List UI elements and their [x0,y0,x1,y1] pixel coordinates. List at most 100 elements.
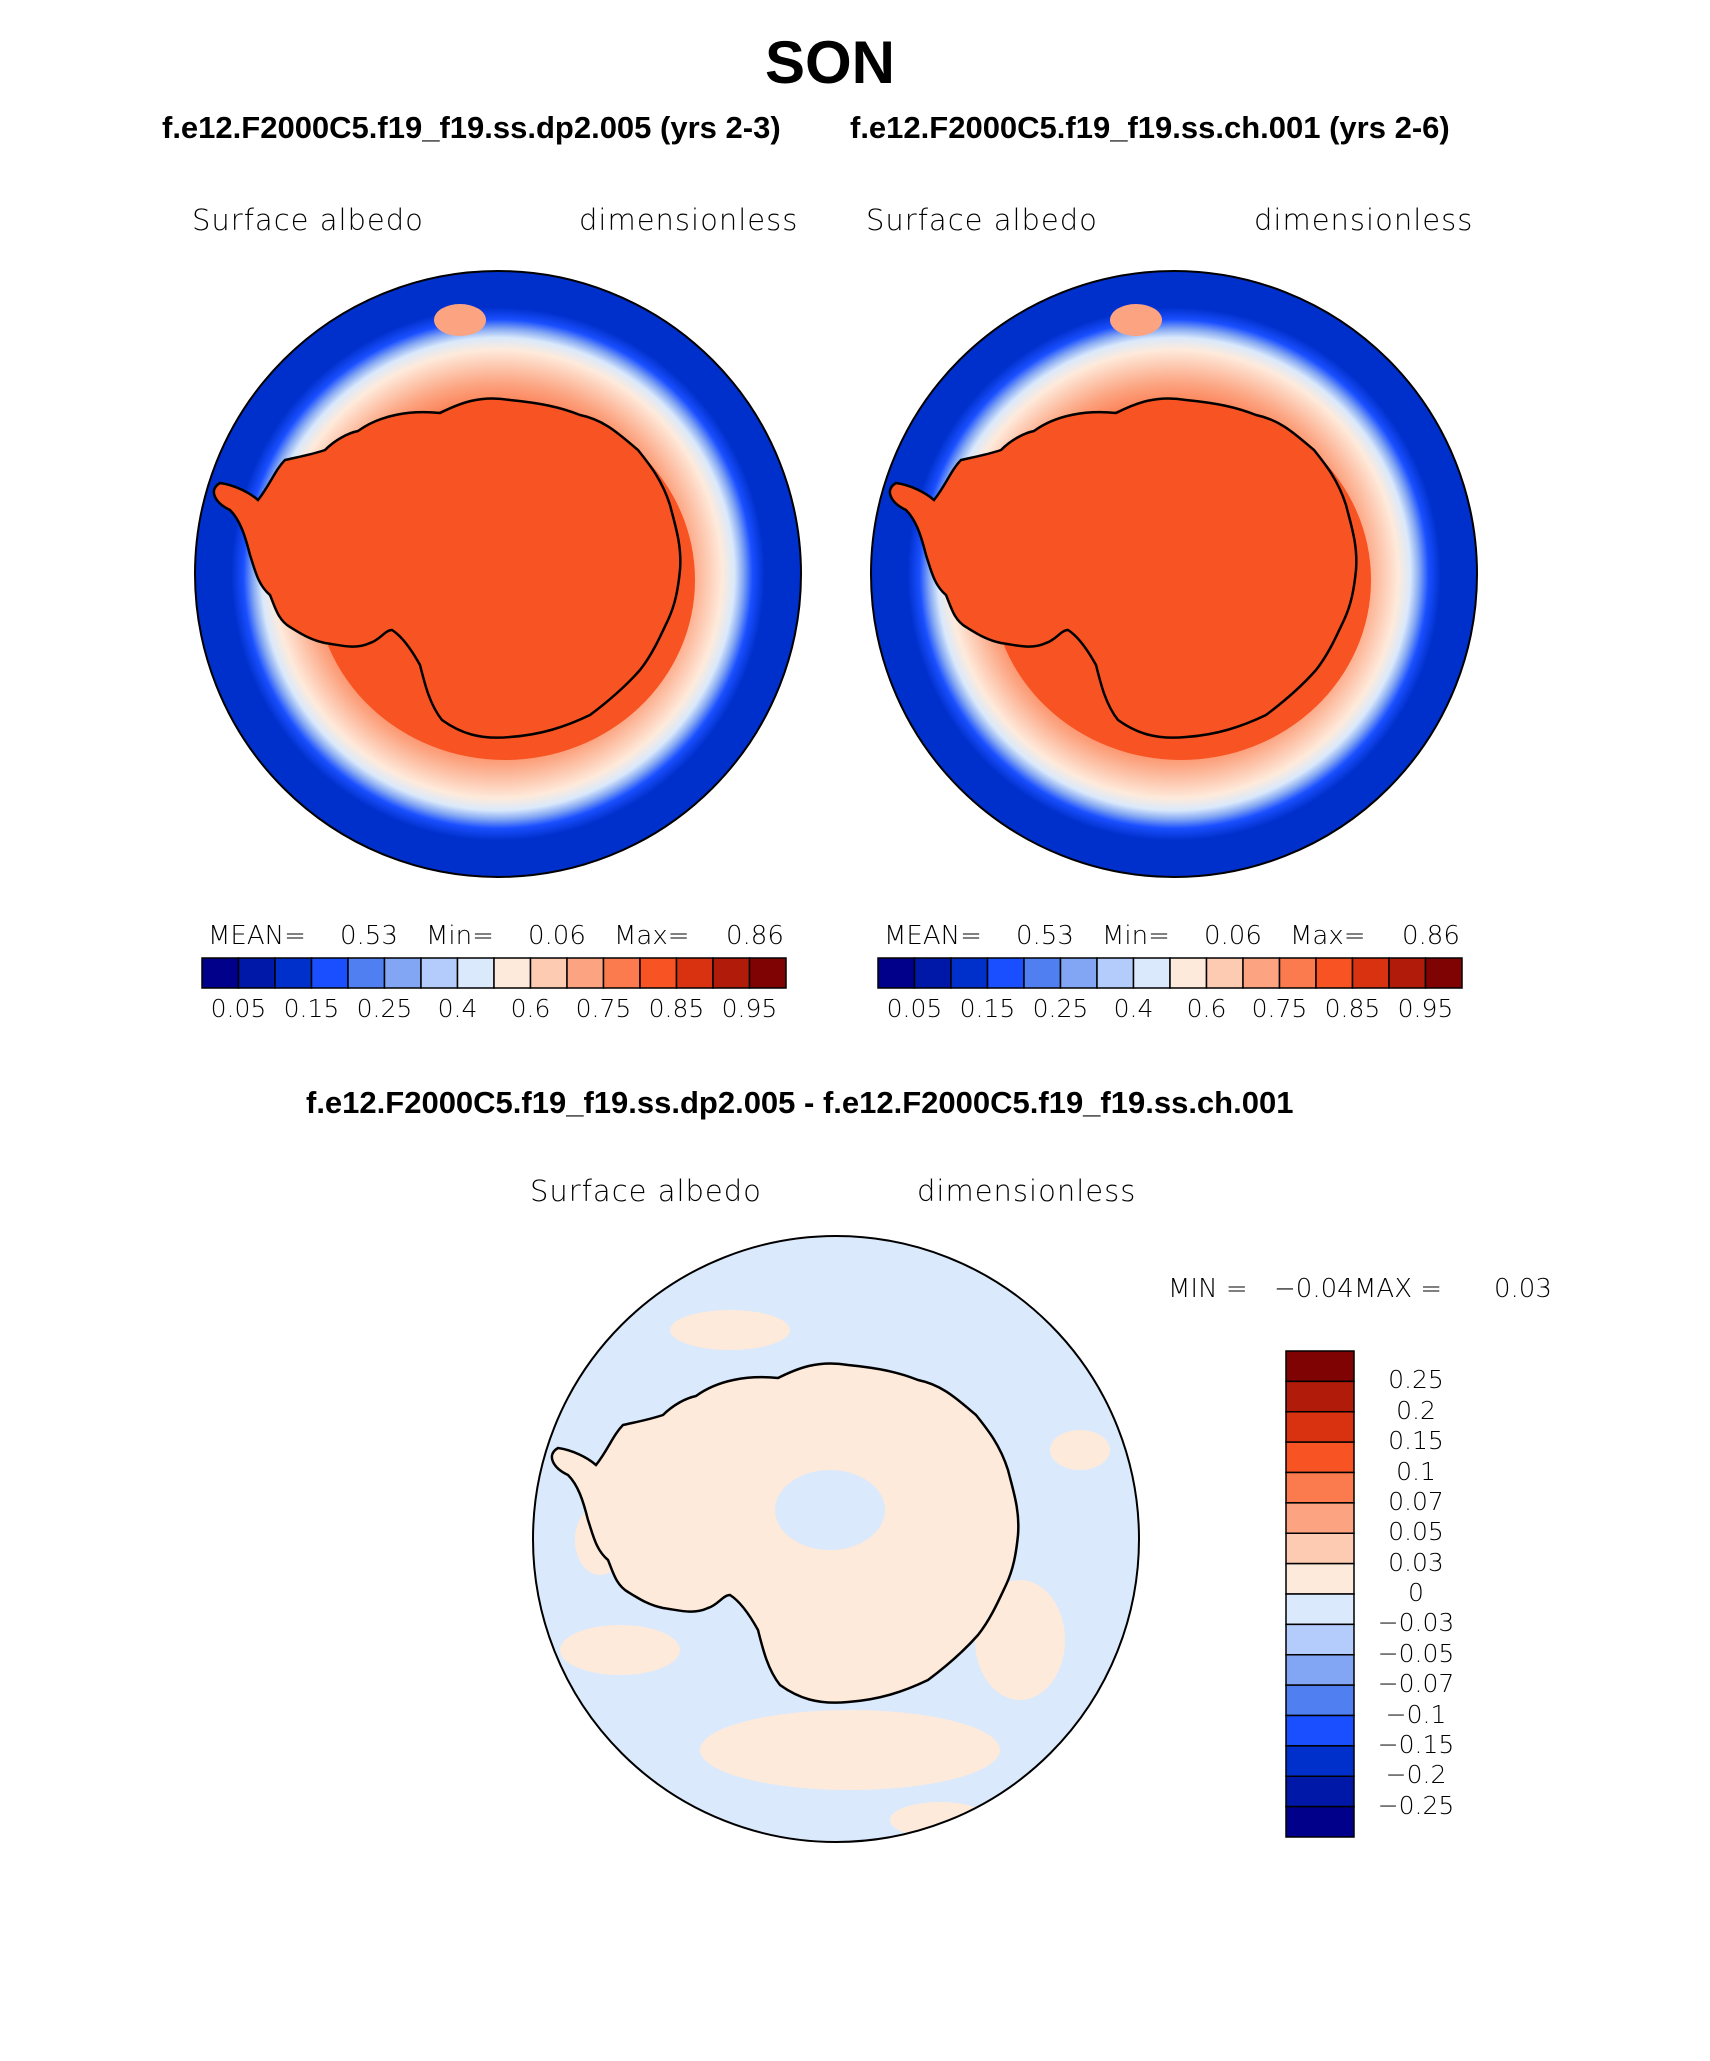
colorbar-tick-label: 0 [1408,1578,1424,1607]
colorbar-swatch [1096,957,1135,989]
colorbar-swatch [1285,1411,1355,1443]
right-map [870,270,1478,878]
difference-max-value: 0.03 [1494,1274,1552,1304]
colorbar-tick-label: 0.75 [575,994,632,1023]
right-max-value: 0.86 [1402,921,1460,951]
difference-max-label: MAX = [1354,1274,1443,1304]
colorbar-swatch [1424,957,1463,989]
colorbar-swatch [712,957,751,989]
difference-colorbar [1285,1350,1355,1838]
colorbar-swatch [383,957,422,989]
colorbar-swatch [1285,1745,1355,1777]
colorbar-swatch [1205,957,1244,989]
colorbar-tick-label: 0.05 [210,994,267,1023]
colorbar-swatch [1132,957,1171,989]
right-colorbar [877,957,1463,989]
left-colorbar [201,957,787,989]
left-max-value: 0.86 [726,921,784,951]
colorbar-swatch [1285,1714,1355,1747]
colorbar-tick-label: 0.95 [1397,994,1454,1023]
colorbar-tick-label: 0.95 [721,994,778,1023]
left-min-label: Min= [426,921,494,951]
colorbar-swatch [1351,957,1390,989]
colorbar-tick-label: 0.6 [1186,994,1227,1023]
colorbar-swatch [1285,1441,1355,1474]
difference-variable-label: Surface albedo [530,1174,762,1208]
colorbar-swatch [1278,957,1317,989]
left-case-title: f.e12.F2000C5.f19_f19.ss.dp2.005 (yrs 2-… [162,110,781,145]
colorbar-swatch [1059,957,1098,989]
left-max-label: Max= [614,921,690,951]
colorbar-tick-label: 0.05 [886,994,943,1023]
colorbar-swatch [986,957,1025,989]
colorbar-tick-label: 0.1 [1396,1456,1436,1486]
colorbar-tick-label: 0.15 [283,994,340,1023]
colorbar-swatch [675,957,714,989]
colorbar-swatch [748,957,787,989]
colorbar-swatch [950,957,989,989]
colorbar-swatch [1285,1805,1355,1838]
colorbar-swatch [913,957,952,989]
right-variable-label: Surface albedo [866,203,1098,237]
colorbar-tick-label: 0.15 [1388,1426,1444,1456]
colorbar-swatch [1285,1350,1355,1383]
colorbar-swatch [1285,1593,1355,1626]
colorbar-swatch [1285,1775,1355,1808]
colorbar-tick-label: 0.03 [1388,1547,1444,1577]
colorbar-swatch [237,957,276,989]
colorbar-swatch [456,957,495,989]
right-max-label: Max= [1290,921,1366,951]
colorbar-swatch [1285,1654,1355,1686]
colorbar-swatch [201,957,240,989]
right-mean-label: MEAN= [884,921,982,951]
left-mean-label: MEAN= [208,921,306,951]
colorbar-swatch [602,957,641,989]
colorbar-swatch [347,957,386,989]
colorbar-tick-label: 0.15 [959,994,1016,1023]
colorbar-swatch [1315,957,1354,989]
difference-min-value: −0.04 [1274,1274,1354,1304]
colorbar-swatch [1285,1471,1355,1504]
colorbar-swatch [1285,1684,1355,1717]
left-units-label: dimensionless [579,203,799,237]
colorbar-tick-label: 0.75 [1251,994,1308,1023]
colorbar-swatch [529,957,568,989]
colorbar-swatch [877,957,916,989]
colorbar-tick-label: −0.1 [1385,1699,1447,1729]
left-mean-value: 0.53 [340,921,398,951]
colorbar-tick-label: 0.25 [356,994,413,1023]
colorbar-tick-label: −0.25 [1377,1790,1455,1820]
difference-title: f.e12.F2000C5.f19_f19.ss.dp2.005 - f.e12… [306,1085,1294,1120]
colorbar-swatch [493,957,532,989]
colorbar-tick-label: −0.07 [1377,1669,1455,1699]
right-min-label: Min= [1102,921,1170,951]
colorbar-tick-label: −0.15 [1377,1729,1455,1759]
colorbar-tick-label: 0.6 [510,994,551,1023]
right-min-value: 0.06 [1204,921,1262,951]
left-map [194,270,802,878]
colorbar-swatch [1285,1562,1355,1595]
difference-min-label: MIN = [1168,1274,1248,1304]
colorbar-swatch [1285,1502,1355,1534]
colorbar-swatch [1242,957,1281,989]
left-variable-label: Surface albedo [192,203,424,237]
colorbar-swatch [1285,1380,1355,1413]
colorbar-swatch [1169,957,1208,989]
colorbar-tick-label: 0.07 [1388,1486,1444,1516]
right-units-label: dimensionless [1254,203,1474,237]
right-mean-value: 0.53 [1016,921,1074,951]
colorbar-swatch [274,957,313,989]
colorbar-swatch [1285,1623,1355,1656]
colorbar-swatch [566,957,605,989]
colorbar-tick-label: 0.85 [648,994,705,1023]
colorbar-tick-label: −0.2 [1385,1760,1447,1790]
colorbar-swatch [1388,957,1427,989]
colorbar-tick-label: 0.2 [1396,1395,1436,1425]
colorbar-tick-label: 0.25 [1388,1365,1444,1395]
colorbar-swatch [1023,957,1062,989]
colorbar-tick-label: 0.05 [1388,1517,1444,1547]
figure-title: SON [764,29,896,96]
left-min-value: 0.06 [528,921,586,951]
difference-map [532,1235,1140,1843]
